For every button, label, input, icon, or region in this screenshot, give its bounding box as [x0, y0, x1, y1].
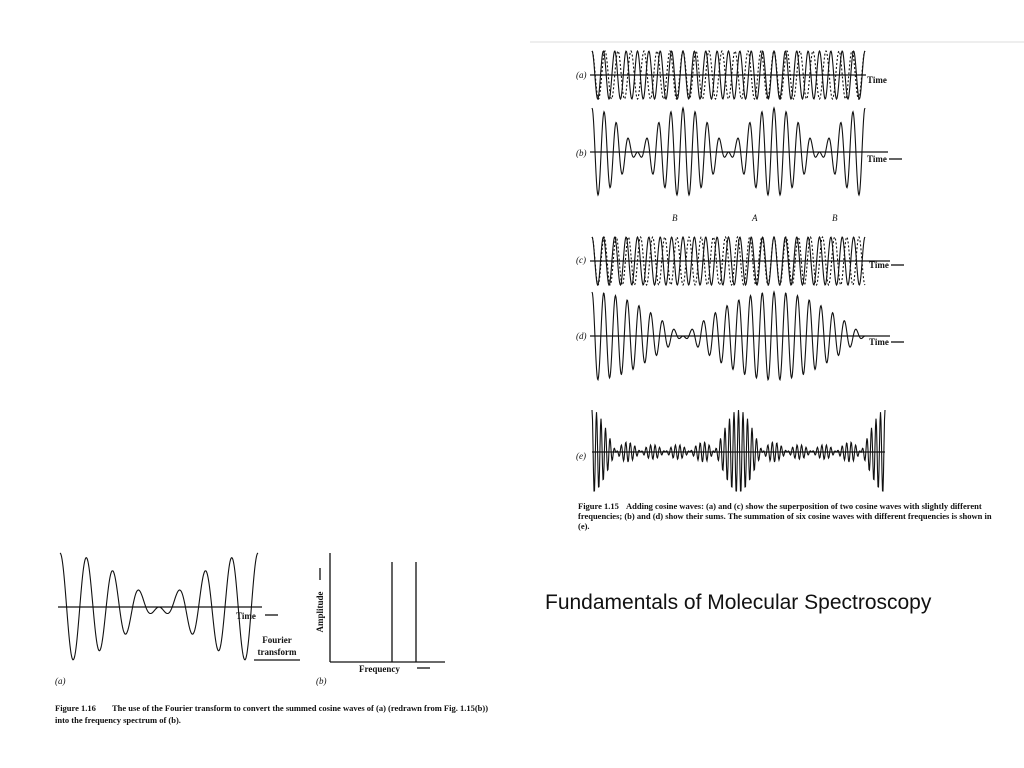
caption-line: Adding cosine waves: (a) and (c) show th… — [626, 501, 982, 511]
waveform — [591, 106, 866, 197]
axis-label: Time — [869, 337, 889, 347]
axis-label: Frequency — [359, 664, 400, 674]
spectrum-axes — [329, 553, 445, 663]
beat-label: A — [751, 213, 758, 223]
beat-label: B — [672, 213, 678, 223]
waveform — [591, 409, 886, 492]
axis-label: Amplitude — [315, 591, 325, 632]
waveform — [591, 290, 866, 382]
waveform — [591, 49, 866, 101]
panel-label: (a) — [55, 676, 66, 686]
transform-label: transform — [258, 647, 297, 657]
panel-label: (b) — [316, 676, 327, 686]
caption-line: (e). — [578, 521, 590, 531]
caption-number: Figure 1.15 — [578, 501, 619, 511]
axis-label: Time — [236, 611, 256, 621]
panel-label: (d) — [576, 331, 587, 341]
panel-label: (b) — [576, 148, 587, 158]
caption-number: Figure 1.16 — [55, 703, 96, 713]
transform-label: Fourier — [262, 635, 292, 645]
arrows — [254, 158, 904, 669]
waveform — [591, 235, 866, 287]
waveform — [59, 552, 259, 661]
waveform — [591, 50, 866, 100]
beat-label: B — [832, 213, 838, 223]
caption-line: The use of the Fourier transform to conv… — [112, 703, 488, 713]
axis-label: Time — [869, 260, 889, 270]
panel-label: (e) — [576, 451, 586, 461]
caption-line: frequencies; (b) and (d) show their sums… — [578, 511, 992, 521]
panel-label: (c) — [576, 255, 586, 265]
axis-label: Time — [867, 75, 887, 85]
panel-label: (a) — [576, 70, 587, 80]
slide-title: Fundamentals of Molecular Spectroscopy — [545, 591, 932, 614]
axis-label: Time — [867, 154, 887, 164]
caption-line: into the frequency spectrum of (b). — [55, 715, 181, 725]
waveform — [591, 235, 866, 287]
